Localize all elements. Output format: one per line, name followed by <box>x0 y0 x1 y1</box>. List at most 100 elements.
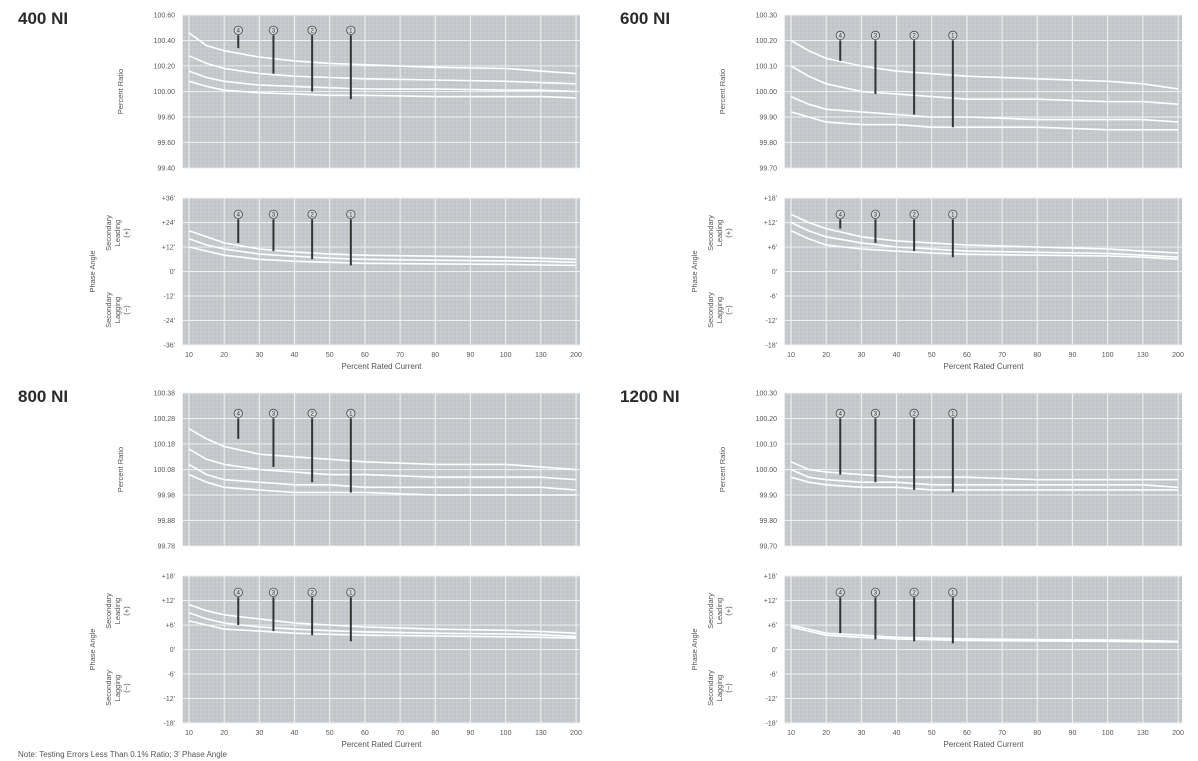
y-tick-label: 99.80 <box>157 115 175 122</box>
chart-panel-1: 600 NI 100.30 100.20 100.10 100.00 99.90 99.80… <box>620 9 1184 371</box>
marker-circle <box>268 587 279 597</box>
y-tick-label: -18' <box>766 721 777 728</box>
ratio-y-axis-label: Percent Ratio <box>718 69 727 114</box>
series-line-1 <box>188 55 577 85</box>
series-line-2 <box>188 246 577 267</box>
y-tick-label: +24' <box>162 220 175 227</box>
x-tick-label: 50 <box>326 352 334 359</box>
phase-chart: +36' +24' +12' 0' -12' -24' -36' 4 3 2 1 Phase Angl… <box>88 196 580 350</box>
series-line-0 <box>790 624 1179 643</box>
marker-label: 1 <box>951 213 955 219</box>
y-tick-label: +18' <box>162 574 175 581</box>
leading-label: Secondary Leading (+) <box>706 215 733 251</box>
lagging-label-line: Lagging <box>113 297 122 324</box>
series-line-0 <box>188 428 577 471</box>
marker-circle <box>870 587 881 597</box>
marker-label: 3 <box>272 213 276 219</box>
chart-panels: 400 NI 100.60 100.40 100.20 100.00 99.80 99.60… <box>18 9 1184 749</box>
marker-label: 3 <box>874 213 878 219</box>
marker-label: 1 <box>951 412 955 418</box>
x-tick-label: 100 <box>1102 730 1114 737</box>
lagging-label-line: Secondary <box>706 670 715 706</box>
x-tick-label: 90 <box>1069 352 1077 359</box>
leading-label-line: (+) <box>724 228 733 238</box>
x-tick-label: 60 <box>361 730 369 737</box>
y-tick-label: 100.18 <box>154 442 176 449</box>
marker-label: 1 <box>349 29 353 35</box>
marker-circle <box>268 209 279 219</box>
phase-chart: +18' +12' +6' 0' -6' -12' -18' 4 3 2 1 Phase Angle S… <box>690 574 1182 728</box>
ratio-y-axis-label: Percent Ratio <box>116 447 125 492</box>
y-tick-label: +6' <box>768 245 777 252</box>
series-line-2 <box>188 620 577 639</box>
y-tick-label: -24' <box>164 318 175 325</box>
x-tick-label: 200 <box>1172 730 1184 737</box>
chart-panel-0: 400 NI 100.60 100.40 100.20 100.00 99.80 99.60… <box>18 9 582 371</box>
leading-label-line: (+) <box>122 606 131 616</box>
panel-title: 1200 NI <box>620 387 680 406</box>
phase-chart: +18' +12' +6' 0' -6' -12' -18' 4 3 2 1 Phase Angle S… <box>690 196 1182 350</box>
series-line-1 <box>790 221 1179 258</box>
y-tick-label: 100.38 <box>154 391 176 398</box>
y-tick-label: 99.78 <box>157 544 175 551</box>
marker-label: 2 <box>912 213 916 219</box>
x-tick-label: 40 <box>893 730 901 737</box>
x-tick-label: 90 <box>1069 730 1077 737</box>
chart-panel-3: 1200 NI 100.30 100.20 100.10 100.00 99.90 99.8… <box>620 387 1184 749</box>
marker-label: 3 <box>874 34 878 40</box>
y-tick-label: +12' <box>162 245 175 252</box>
y-tick-label: 0' <box>772 647 777 654</box>
y-tick-label: -12' <box>766 318 777 325</box>
y-tick-label: 100.20 <box>154 64 176 71</box>
marker-label: 4 <box>237 591 241 597</box>
leading-label-line: Secondary <box>104 593 113 629</box>
marker-circle <box>233 408 243 419</box>
series-line-1 <box>188 238 577 264</box>
marker-circle <box>307 408 317 419</box>
x-axis-label: Percent Rated Current <box>943 740 1024 749</box>
marker-circle <box>948 209 958 219</box>
y-tick-label: +36' <box>162 196 175 203</box>
marker-circle <box>948 408 958 419</box>
marker-label: 3 <box>272 591 276 597</box>
y-tick-label: 100.08 <box>154 467 176 474</box>
phase-y-axis-label: Phase Angle <box>88 628 97 670</box>
series-line-3 <box>188 473 576 496</box>
marker-label: 4 <box>839 34 843 40</box>
panel-title: 800 NI <box>18 387 68 406</box>
marker-circle <box>346 25 356 35</box>
x-tick-label: 100 <box>500 352 512 359</box>
marker-circle <box>909 209 919 219</box>
y-tick-label: +6' <box>166 623 175 630</box>
marker-label: 1 <box>349 591 353 597</box>
marker-circle <box>346 587 356 597</box>
leading-label: Secondary Leading (+) <box>104 215 131 251</box>
y-tick-label: 99.90 <box>759 115 777 122</box>
lagging-label-line: (−) <box>724 305 733 315</box>
x-tick-label: 40 <box>893 352 901 359</box>
y-tick-label: 99.90 <box>759 493 777 500</box>
x-tick-label: 130 <box>1137 730 1149 737</box>
x-tick-label: 70 <box>998 730 1006 737</box>
x-axis-label: Percent Rated Current <box>341 362 422 371</box>
marker-circle <box>268 25 279 35</box>
x-tick-label: 30 <box>857 352 865 359</box>
marker-label: 4 <box>839 591 843 597</box>
y-tick-label: 99.70 <box>759 544 777 551</box>
marker-label: 1 <box>349 213 353 219</box>
marker-circle <box>870 408 881 419</box>
marker-circle <box>835 30 845 41</box>
series-line-1 <box>188 612 577 638</box>
marker-label: 4 <box>237 29 241 35</box>
marker-circle <box>268 408 279 419</box>
x-tick-label: 70 <box>396 730 404 737</box>
leading-label-line: (+) <box>122 228 131 238</box>
y-tick-label: 99.88 <box>157 518 175 525</box>
marker-label: 4 <box>237 412 241 418</box>
x-tick-label: 80 <box>431 352 439 359</box>
ratio-chart: 100.30 100.20 100.10 100.00 99.90 99.80 99.70 4… <box>718 391 1182 551</box>
lagging-label: Secondary Lagging (−) <box>104 292 131 328</box>
marker-label: 1 <box>951 34 955 40</box>
marker-label: 3 <box>874 412 878 418</box>
